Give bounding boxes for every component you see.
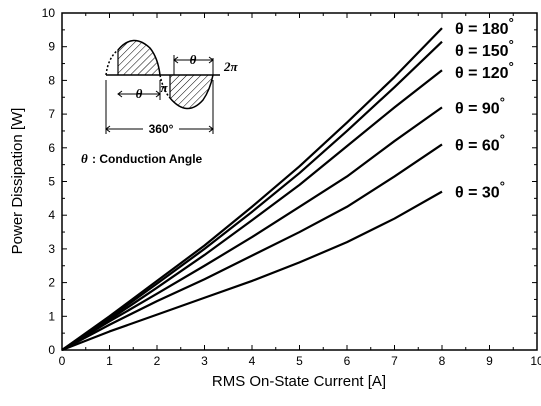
series-line-4 [61,143,443,351]
series-line-1 [61,40,443,351]
x-tick-label: 10 [530,354,541,368]
x-tick-label: 8 [439,354,446,368]
x-tick-label: 9 [486,354,493,368]
x-tick-label: 0 [59,354,66,368]
inset-span-label: 360° [149,122,174,136]
series-line-2 [61,69,443,351]
inset-negative-curve [169,74,214,110]
y-tick-label: 0 [48,343,55,357]
inset-arrowhead-right-2 [208,56,214,64]
inset-arrowhead-left-2 [173,56,179,64]
inset-span-label-bg [143,121,179,135]
series-line-5 [61,190,443,352]
inset-arrowhead-left [117,90,123,98]
inset-two-pi-label: 2π [223,59,239,74]
x-tick-label: 3 [201,354,208,368]
series-line-0 [61,27,443,351]
series-labels: θ = 180°θ = 150°θ = 120° θ = 90° θ = 60° θ … [455,15,514,201]
x-tick-label: 1 [106,354,113,368]
x-tick-label: 5 [296,354,303,368]
series-lines [61,27,443,352]
y-tick-label: 2 [48,276,55,290]
y-tick-label: 9 [48,40,55,54]
inset-span-arrow-left [105,125,111,133]
y-tick-label: 4 [48,208,55,222]
inset-positive-hatch [118,40,160,75]
series-label-1: θ = 150° [455,37,514,60]
inset-positive-curve [117,39,161,76]
inset-arrowhead-right [155,90,161,98]
y-tick-label: 3 [48,242,55,256]
inset-dotted-fall [159,74,171,99]
y-axis-ticks: 0 1 2 3 4 5 6 7 8 9 10 [42,6,537,357]
inset-dotted-rise [105,49,119,76]
x-tick-label: 4 [249,354,256,368]
y-tick-label: 1 [48,309,55,323]
y-tick-label: 10 [42,6,56,20]
series-label-5: θ = 30° [455,179,505,202]
series-label-4: θ = 60° [455,131,505,154]
x-axis-ticks: 0 1 2 3 4 5 6 7 8 9 10 [59,13,541,368]
x-tick-label: 2 [154,354,161,368]
inset-caption: : Conduction Angle [92,152,203,166]
y-tick-label: 7 [48,107,55,121]
inset-theta-label-1: θ [136,86,143,101]
series-label-0: θ = 180° [455,15,514,38]
y-tick-label: 8 [48,73,55,87]
y-tick-label: 5 [48,175,55,189]
conduction-angle-diagram: θ θ π 2π 360° θ : Conduction Angle [81,39,239,166]
x-tick-label: 6 [344,354,351,368]
inset-theta-label-2: θ [190,52,197,67]
inset-pi-label: π [160,80,168,95]
inset-caption-theta: θ [81,151,88,166]
y-tick-label: 6 [48,141,55,155]
x-axis-label: RMS On-State Current [A] [212,373,386,390]
series-line-3 [61,106,443,351]
inset-span-arrow-right [208,125,214,133]
x-tick-label: 7 [391,354,398,368]
series-label-3: θ = 90° [455,94,505,117]
series-label-2: θ = 120° [455,59,514,82]
y-axis-label: Power Dissipation [W] [9,108,26,255]
